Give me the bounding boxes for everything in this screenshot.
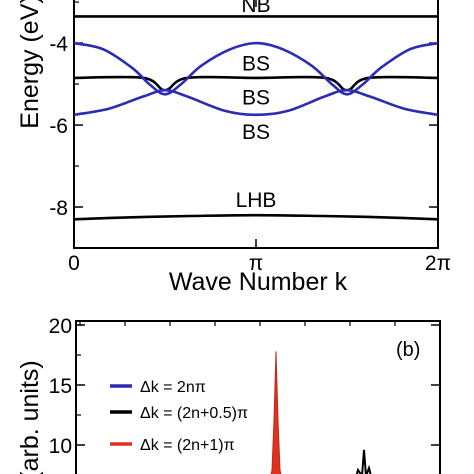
series-line-1 <box>73 75 439 92</box>
panel-b-label: (b) <box>396 339 420 361</box>
panel-a-y-axis-label: Energy (eV) <box>16 0 44 129</box>
band-label-2: BS <box>242 86 270 109</box>
x-tick-label-1: π <box>249 252 264 275</box>
panel-b: 20 15 10 (b) (arb. units) Δk = 2nπ Δk = (2n… <box>16 315 441 474</box>
series-line-3 <box>73 88 439 117</box>
panel-b-peaks <box>270 351 372 474</box>
panel-b-ticks: 20 15 10 <box>49 315 441 458</box>
band-label-3: BS <box>242 121 270 144</box>
b-y-tick-label-0: 20 <box>49 315 72 338</box>
x-tick-label-0: 0 <box>68 252 80 275</box>
y-tick-label-2: -8 <box>49 197 68 220</box>
band-label-1: BS <box>242 52 270 75</box>
panel-a-series <box>73 15 439 221</box>
legend-label-0: Δk = 2nπ <box>140 379 206 396</box>
band-label-0: NB <box>241 0 270 17</box>
band-label-4: LHB <box>236 189 277 212</box>
legend-label-2: Δk = (2n+1)π <box>140 437 235 454</box>
panel-b-y-axis-label: (arb. units) <box>16 360 44 474</box>
x-tick-label-2: 2π <box>425 252 451 275</box>
series-line-2 <box>73 41 439 96</box>
legend-label-1: Δk = (2n+0.5)π <box>140 405 248 422</box>
panel-a-x-axis-label: Wave Number k <box>169 268 348 296</box>
panel-a-annotations: NB BS BS BS LHB <box>236 0 277 212</box>
b-y-tick-label-2: 10 <box>49 435 72 458</box>
panel-b-legend: Δk = 2nπ Δk = (2n+0.5)π Δk = (2n+1)π <box>110 379 248 454</box>
y-tick-label-0: -4 <box>49 33 68 56</box>
peak-black <box>355 449 372 474</box>
peak-red <box>270 351 282 474</box>
panel-a: 0 π 2π -4 -6 -8 NB BS BS BS LHB Wave Number k Ene… <box>16 0 451 296</box>
y-tick-label-1: -6 <box>49 115 68 138</box>
panel-b-frame <box>75 320 441 474</box>
series-line-4 <box>73 213 439 221</box>
b-y-tick-label-1: 15 <box>49 375 72 398</box>
